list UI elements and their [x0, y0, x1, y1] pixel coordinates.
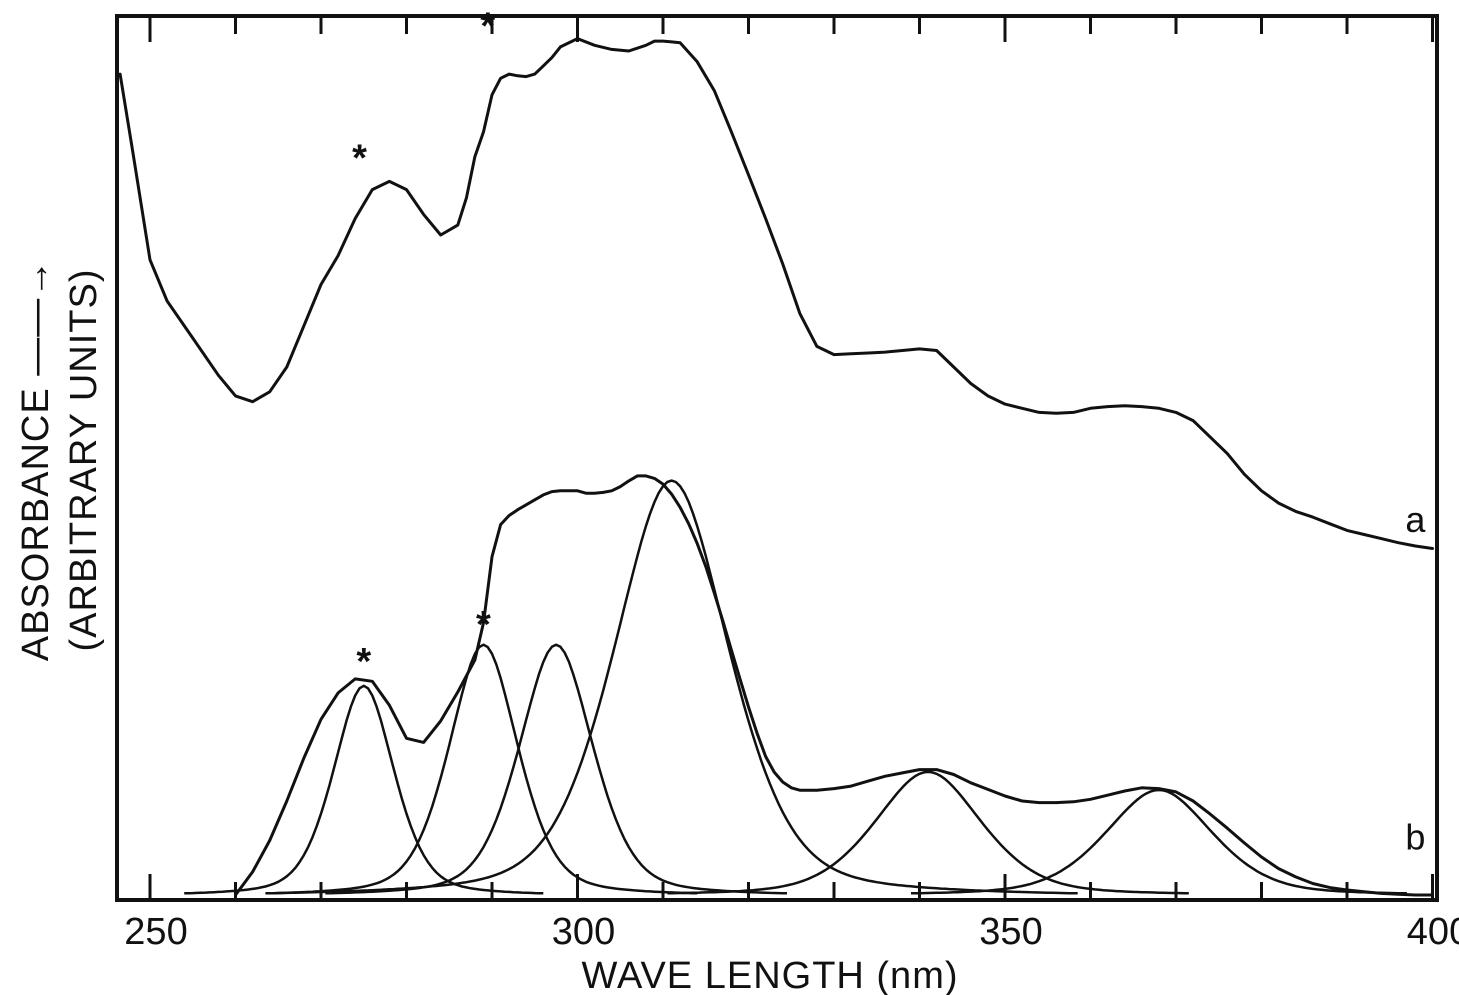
spectrum-curves — [118, 37, 1434, 897]
component-band-4 — [265, 479, 1078, 895]
x-axis-title: WAVE LENGTH (nm) — [581, 955, 958, 995]
peak-marker-2: * — [480, 6, 495, 48]
axis-ticks — [148, 16, 1434, 900]
y-axis-title-line2: (ARBITRARY UNITS) — [63, 269, 105, 652]
curve-label-a: a — [1405, 499, 1426, 540]
curve-annotations: * * * * a b — [352, 6, 1426, 858]
peak-marker-4: * — [476, 604, 491, 646]
y-axis-title-line1: ABSORBANCE ——→ — [15, 259, 57, 662]
component-band-6 — [911, 788, 1407, 895]
x-tick-label-350: 350 — [979, 911, 1042, 953]
series-b-line — [234, 474, 1434, 897]
component-band-2 — [269, 643, 698, 895]
x-tick-labels: 250 300 350 400 — [124, 911, 1459, 953]
x-tick-label-250: 250 — [124, 911, 187, 953]
component-band-5 — [667, 770, 1189, 895]
peak-marker-3: * — [356, 641, 371, 683]
x-tick-label-400: 400 — [1407, 911, 1459, 953]
component-band-1 — [184, 684, 544, 895]
peak-marker-1: * — [352, 138, 367, 180]
series-a-line — [118, 37, 1434, 550]
plot-frame — [115, 14, 1439, 902]
fitted-components — [184, 479, 1407, 895]
x-tick-label-300: 300 — [552, 911, 615, 953]
curve-label-b: b — [1405, 817, 1425, 858]
